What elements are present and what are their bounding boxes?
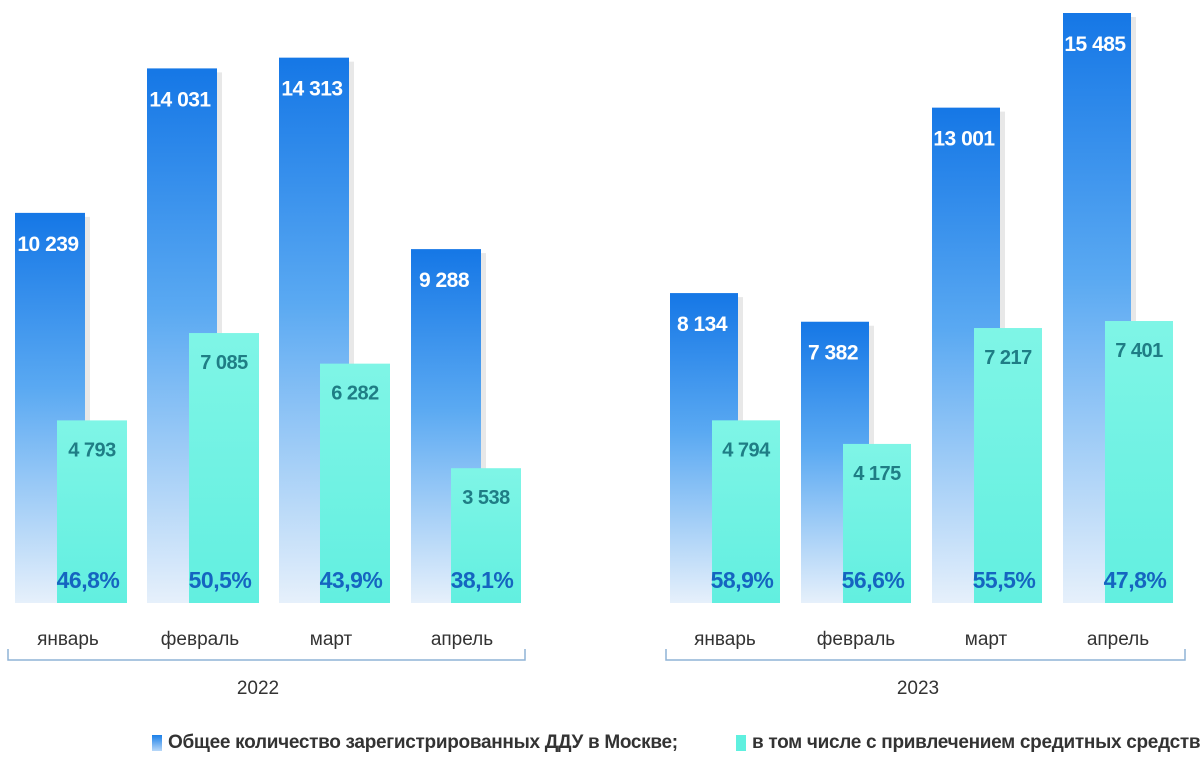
share-label: 46,8% bbox=[57, 567, 120, 593]
bar-credit-2022-1 bbox=[57, 420, 127, 603]
bar-credit-2022-3 bbox=[320, 363, 390, 603]
data-label-credit: 6 282 bbox=[331, 383, 379, 405]
bar-credit-2023-3 bbox=[974, 328, 1042, 603]
legend-swatch-total bbox=[152, 735, 162, 751]
group-bracket bbox=[7, 649, 526, 661]
data-label-total: 15 485 bbox=[1064, 33, 1126, 56]
data-label-credit: 7 401 bbox=[1115, 340, 1163, 362]
data-label-total: 13 001 bbox=[933, 128, 995, 151]
legend-swatch-credit bbox=[736, 735, 746, 751]
bar-credit-2023-2 bbox=[843, 443, 911, 603]
share-label: 50,5% bbox=[189, 567, 252, 593]
data-label-total: 14 313 bbox=[281, 78, 342, 101]
x-tick-label: апрель bbox=[1087, 629, 1149, 650]
data-label-total: 10 239 bbox=[17, 233, 78, 256]
data-label-credit: 4 175 bbox=[853, 463, 901, 485]
legend-label-total: Общее количество зарегистрированных ДДУ … bbox=[168, 732, 678, 753]
data-label-total: 9 288 bbox=[419, 269, 470, 292]
legend-item-credit: в том числе с привлечением средитных сре… bbox=[736, 728, 1200, 758]
bar-credit-2023-1 bbox=[712, 420, 780, 603]
data-label-credit: 4 794 bbox=[722, 439, 771, 461]
data-label-credit: 3 538 bbox=[462, 487, 510, 509]
group-label-year: 2022 bbox=[237, 678, 279, 699]
share-label: 58,9% bbox=[711, 567, 774, 593]
x-tick-label: январь bbox=[37, 629, 99, 650]
x-tick-label: апрель bbox=[431, 629, 493, 650]
legend-item-total: Общее количество зарегистрированных ДДУ … bbox=[152, 728, 678, 758]
x-tick-label: февраль bbox=[817, 629, 896, 650]
share-label: 47,8% bbox=[1104, 567, 1167, 593]
legend-label-credit: в том числе с привлечением средитных сре… bbox=[752, 732, 1200, 753]
share-label: 38,1% bbox=[451, 567, 514, 593]
share-label: 43,9% bbox=[320, 567, 383, 593]
group-label-year: 2023 bbox=[897, 678, 939, 699]
data-label-credit: 7 085 bbox=[200, 352, 248, 374]
x-tick-label: январь bbox=[694, 629, 756, 650]
data-label-credit: 4 793 bbox=[68, 439, 116, 461]
x-tick-label: февраль bbox=[161, 629, 240, 650]
bar-credit-2023-4 bbox=[1105, 321, 1173, 603]
share-label: 55,5% bbox=[973, 567, 1036, 593]
data-label-credit: 7 217 bbox=[984, 347, 1032, 369]
data-label-total: 14 031 bbox=[149, 88, 211, 111]
bar-credit-2022-2 bbox=[189, 333, 259, 603]
x-tick-label: март bbox=[965, 629, 1008, 650]
data-label-total: 7 382 bbox=[808, 342, 858, 365]
share-label: 56,6% bbox=[842, 567, 905, 593]
data-label-total: 8 134 bbox=[677, 313, 728, 336]
group-bracket bbox=[665, 649, 1186, 661]
bar-credit-2022-4 bbox=[451, 468, 521, 603]
x-tick-label: март bbox=[310, 629, 353, 650]
